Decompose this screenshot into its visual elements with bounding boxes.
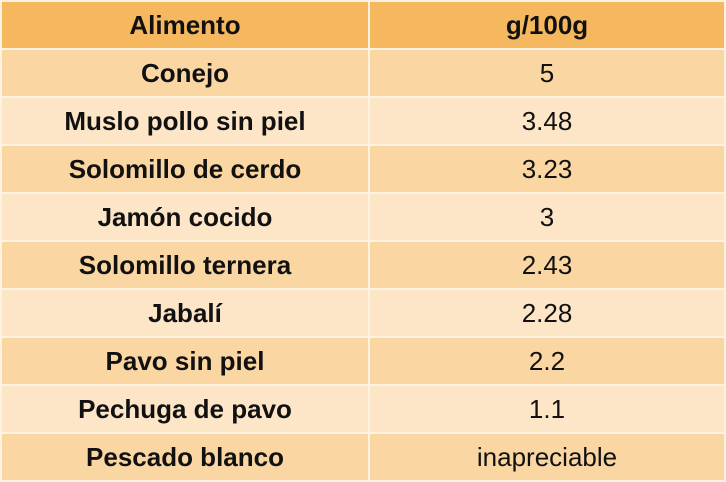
- table-row: Jamón cocido 3: [0, 192, 726, 242]
- value-cell: 2.2: [368, 336, 726, 386]
- table-row: Pechuga de pavo 1.1: [0, 384, 726, 434]
- value-cell: inapreciable: [368, 432, 726, 482]
- table-row: Conejo 5: [0, 48, 726, 98]
- table-row: Pescado blanco inapreciable: [0, 432, 726, 482]
- food-cell: Muslo pollo sin piel: [0, 96, 370, 146]
- table-row: Pavo sin piel 2.2: [0, 336, 726, 386]
- value-cell: 1.1: [368, 384, 726, 434]
- food-cell: Pavo sin piel: [0, 336, 370, 386]
- table-row: Jabalí 2.28: [0, 288, 726, 338]
- table-body: Conejo 5 Muslo pollo sin piel 3.48 Solomillo…: [0, 48, 726, 482]
- value-cell: 2.28: [368, 288, 726, 338]
- value-cell: 2.43: [368, 240, 726, 290]
- value-cell: 5: [368, 48, 726, 98]
- food-cell: Jamón cocido: [0, 192, 370, 242]
- header-row: Alimento g/100g: [0, 0, 726, 50]
- value-cell: 3.48: [368, 96, 726, 146]
- food-cell: Jabalí: [0, 288, 370, 338]
- food-cell: Pechuga de pavo: [0, 384, 370, 434]
- header-cell: g/100g: [368, 0, 726, 50]
- header-cell: Alimento: [0, 0, 370, 50]
- value-cell: 3: [368, 192, 726, 242]
- food-cell: Conejo: [0, 48, 370, 98]
- table-row: Solomillo de cerdo 3.23: [0, 144, 726, 194]
- table-row: Muslo pollo sin piel 3.48: [0, 96, 726, 146]
- table-row: Solomillo ternera 2.43: [0, 240, 726, 290]
- food-cell: Solomillo de cerdo: [0, 144, 370, 194]
- food-cell: Pescado blanco: [0, 432, 370, 482]
- value-cell: 3.23: [368, 144, 726, 194]
- food-cell: Solomillo ternera: [0, 240, 370, 290]
